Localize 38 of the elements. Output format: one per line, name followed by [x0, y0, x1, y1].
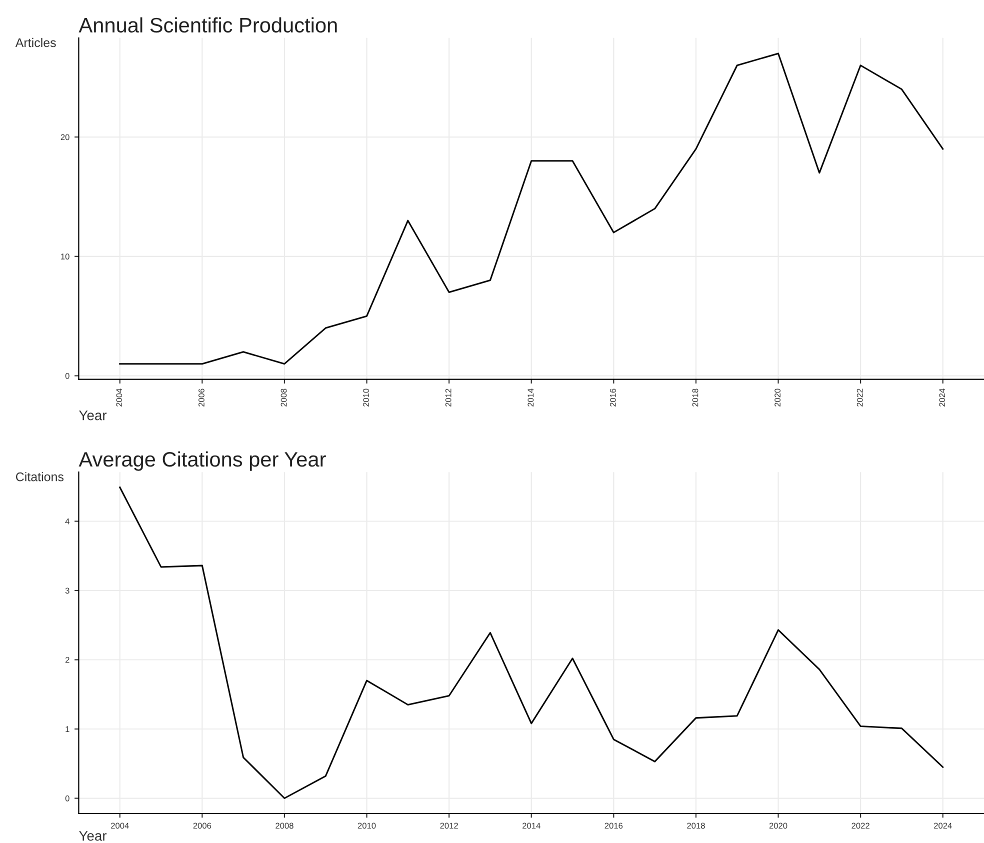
x-tick-label: 2018: [692, 388, 698, 406]
x-tick-label: 2022: [856, 388, 863, 406]
x-tick-label: 2020: [769, 822, 788, 829]
x-tick-label: 2016: [604, 822, 623, 829]
y-tick-label: 1: [66, 726, 70, 732]
x-tick-label: 2024: [939, 388, 946, 406]
x-tick-label: 2004: [116, 388, 122, 406]
x-tick-label: 2018: [687, 822, 705, 829]
x-tick-label: 2010: [363, 388, 369, 406]
y-tick-label: 0: [65, 372, 70, 379]
y-tick-label: 3: [65, 588, 70, 594]
x-axis-title: Year: [79, 831, 107, 841]
y-tick-label: 0: [65, 795, 70, 802]
y-tick-label: 4: [65, 518, 70, 524]
y-axis-title: Articles: [15, 38, 56, 48]
x-tick-label: 2022: [852, 822, 870, 829]
line-series: [119, 52, 944, 365]
line-series: [119, 486, 944, 800]
x-tick-label: 2004: [111, 822, 129, 829]
chart-title: Annual Scientific Production: [78, 17, 337, 33]
y-tick-label: 20: [60, 134, 70, 140]
x-tick-label: 2010: [358, 822, 376, 829]
x-axis-title: Year: [79, 410, 107, 420]
chart-title: Average Citations per Year: [78, 451, 326, 471]
y-axis-title: Citations: [16, 472, 64, 482]
x-tick-label: 2024: [934, 822, 952, 829]
x-tick-label: 2006: [193, 822, 212, 829]
x-tick-label: 2020: [774, 388, 780, 406]
x-tick-label: 2008: [276, 822, 294, 829]
x-tick-label: 2008: [280, 388, 287, 406]
y-tick-label: 2: [65, 656, 70, 663]
x-tick-label: 2012: [445, 388, 452, 406]
y-tick-label: 10: [61, 254, 70, 260]
x-tick-label: 2014: [528, 388, 534, 406]
x-tick-label: 2012: [440, 822, 458, 829]
x-tick-label: 2016: [610, 388, 616, 406]
x-tick-label: 2006: [198, 388, 204, 406]
x-tick-label: 2014: [522, 822, 540, 829]
